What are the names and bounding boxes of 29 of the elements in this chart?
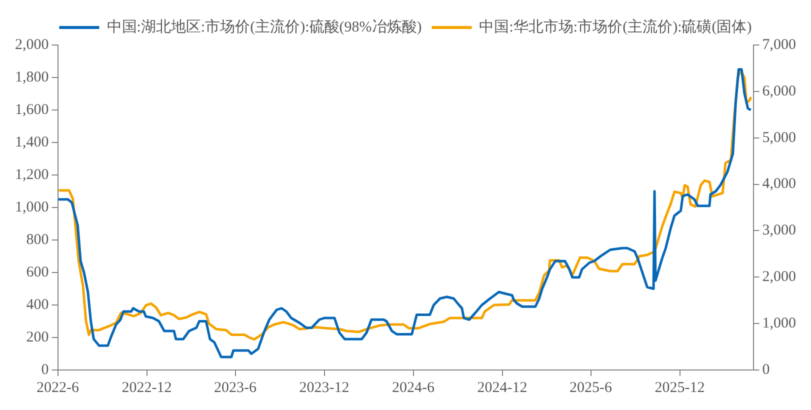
x-tick-label: 2022-12 — [122, 380, 172, 396]
y-tick-label: 0 — [41, 362, 49, 378]
legend-label: 中国:华北市场:市场价(主流价):硫磺(固体) — [479, 18, 752, 36]
y-tick-label: 1,800 — [15, 69, 49, 86]
y-tick-label: 1,600 — [15, 102, 49, 118]
x-tick-label: 2024-6 — [392, 380, 436, 396]
y2-tick-label: 5,000 — [762, 130, 796, 146]
y2-tick-label: 4,000 — [762, 176, 796, 192]
legend-label: 中国:湖北地区:市场价(主流价):硫酸(98%冶炼酸) — [106, 18, 422, 36]
y-tick-label: 1,000 — [15, 199, 49, 216]
y-tick-label: 1,400 — [15, 134, 49, 150]
x-tick-label: 2023-12 — [299, 380, 350, 396]
y-tick-label: 1,200 — [15, 166, 49, 183]
x-tick-label: 2022-6 — [36, 380, 80, 396]
x-tick-label: 2025-6 — [570, 380, 613, 396]
x-tick-label: 2023-6 — [214, 380, 258, 396]
y2-tick-label: 3,000 — [762, 222, 796, 239]
y-tick-label: 600 — [26, 264, 49, 280]
x-tick-label: 2024-12 — [477, 380, 528, 396]
y-tick-label: 800 — [26, 232, 49, 248]
y2-tick-label: 0 — [762, 362, 770, 378]
y2-tick-label: 1,000 — [762, 316, 796, 332]
y-tick-label: 400 — [26, 296, 49, 313]
y-tick-label: 200 — [26, 329, 49, 346]
y-tick-label: 2,000 — [15, 36, 49, 53]
y2-tick-label: 7,000 — [762, 36, 796, 53]
x-tick-label: 2025-12 — [654, 380, 705, 396]
y2-tick-label: 6,000 — [762, 83, 796, 100]
y2-tick-label: 2,000 — [762, 269, 796, 286]
